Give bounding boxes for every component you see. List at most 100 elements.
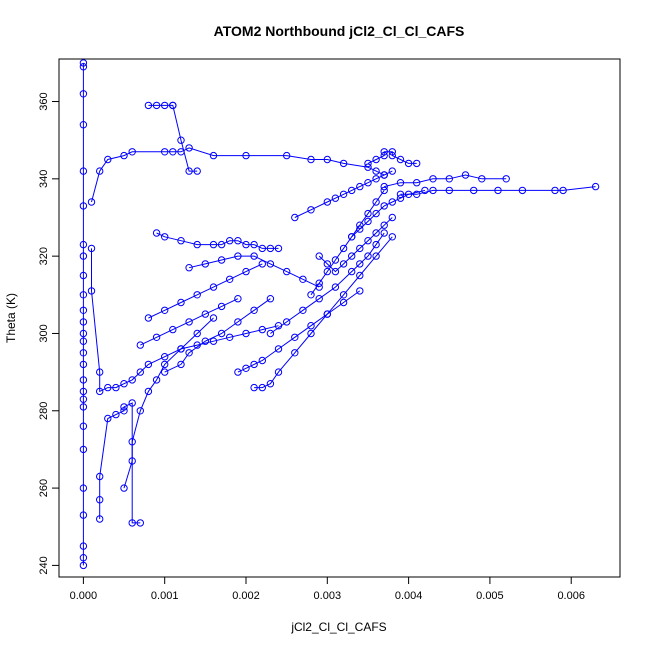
y-tick-label: 240 <box>38 556 50 574</box>
data-point <box>104 414 112 423</box>
data-point <box>128 457 136 465</box>
data-point <box>242 364 250 372</box>
data-point <box>258 383 266 392</box>
plot-area <box>79 59 600 570</box>
data-point <box>193 329 201 338</box>
data-point <box>356 244 364 253</box>
data-point <box>266 295 275 303</box>
data-point <box>250 360 258 369</box>
series-14 <box>315 213 396 276</box>
data-point <box>339 291 348 299</box>
series-line <box>400 186 596 195</box>
x-tick-label: 0.005 <box>476 590 504 602</box>
data-point <box>445 175 453 183</box>
data-point <box>291 333 299 341</box>
data-point <box>339 159 348 168</box>
data-point <box>144 101 153 110</box>
data-point <box>79 403 88 411</box>
data-point <box>388 213 396 222</box>
data-point <box>429 175 437 183</box>
data-point <box>323 310 331 318</box>
series-line <box>270 232 385 334</box>
data-point <box>217 240 226 249</box>
data-point <box>421 186 429 195</box>
data-point <box>185 167 193 175</box>
data-point <box>396 155 405 164</box>
data-point <box>559 186 567 195</box>
data-point <box>364 159 372 168</box>
data-point <box>518 186 527 195</box>
data-point <box>217 329 226 338</box>
data-point <box>364 217 372 226</box>
series-3 <box>87 244 283 396</box>
data-point <box>315 295 323 303</box>
data-point <box>372 175 380 183</box>
data-point <box>234 237 242 245</box>
data-point <box>461 171 470 179</box>
data-point <box>87 244 96 253</box>
data-point <box>136 519 145 527</box>
data-point <box>258 325 266 334</box>
series-20 <box>136 295 242 349</box>
data-point <box>396 179 405 187</box>
data-point <box>299 306 307 314</box>
data-point <box>372 209 380 218</box>
data-point <box>79 121 88 129</box>
data-point <box>234 295 242 303</box>
x-axis: 0.000 0.001 0.002 0.003 0.004 0.005 0.006 <box>70 576 585 602</box>
x-tick-label: 0.004 <box>395 590 423 602</box>
data-point <box>266 244 275 253</box>
data-point <box>96 496 104 504</box>
data-point <box>372 198 380 206</box>
data-point <box>372 167 380 175</box>
data-point <box>470 186 478 195</box>
series-13 <box>307 186 388 299</box>
x-tick-label: 0.002 <box>232 590 260 602</box>
data-point <box>120 403 128 411</box>
data-point <box>356 260 364 268</box>
data-point <box>348 233 356 241</box>
data-point <box>372 155 380 164</box>
series-11 <box>266 229 388 338</box>
data-point <box>234 318 242 326</box>
data-point <box>128 399 136 407</box>
data-point <box>388 148 396 156</box>
data-point <box>380 151 388 160</box>
data-point <box>161 233 169 241</box>
y-axis-label: Theta (K) <box>4 293 18 343</box>
data-point <box>242 329 250 338</box>
data-point <box>209 337 218 345</box>
y-tick-label: 340 <box>38 170 50 188</box>
data-point <box>128 376 136 384</box>
data-point <box>323 267 331 276</box>
data-point <box>299 275 307 283</box>
data-point <box>307 329 315 338</box>
data-point <box>478 175 486 183</box>
data-point <box>185 349 193 357</box>
data-point <box>356 225 364 233</box>
data-point <box>551 186 559 195</box>
data-point <box>380 202 388 210</box>
x-axis-label: jCl2_Cl_Cl_CAFS <box>290 620 386 634</box>
y-tick-label: 300 <box>38 324 50 342</box>
data-point <box>364 209 372 218</box>
data-point <box>161 101 169 110</box>
data-point <box>79 306 88 314</box>
series-line <box>156 232 279 249</box>
data-point <box>234 368 242 376</box>
data-point <box>364 179 372 187</box>
data-point <box>266 260 275 268</box>
data-point <box>250 383 258 392</box>
data-point <box>152 333 161 341</box>
data-point <box>209 283 218 291</box>
y-tick-label: 320 <box>38 247 50 265</box>
data-point <box>502 175 510 183</box>
y-tick-label: 360 <box>38 92 50 110</box>
data-point <box>380 182 388 191</box>
data-point <box>185 144 193 152</box>
data-point <box>161 360 169 369</box>
series-2 <box>87 144 388 206</box>
data-point <box>209 240 218 249</box>
y-tick-label: 280 <box>38 402 50 420</box>
data-point <box>177 298 185 307</box>
